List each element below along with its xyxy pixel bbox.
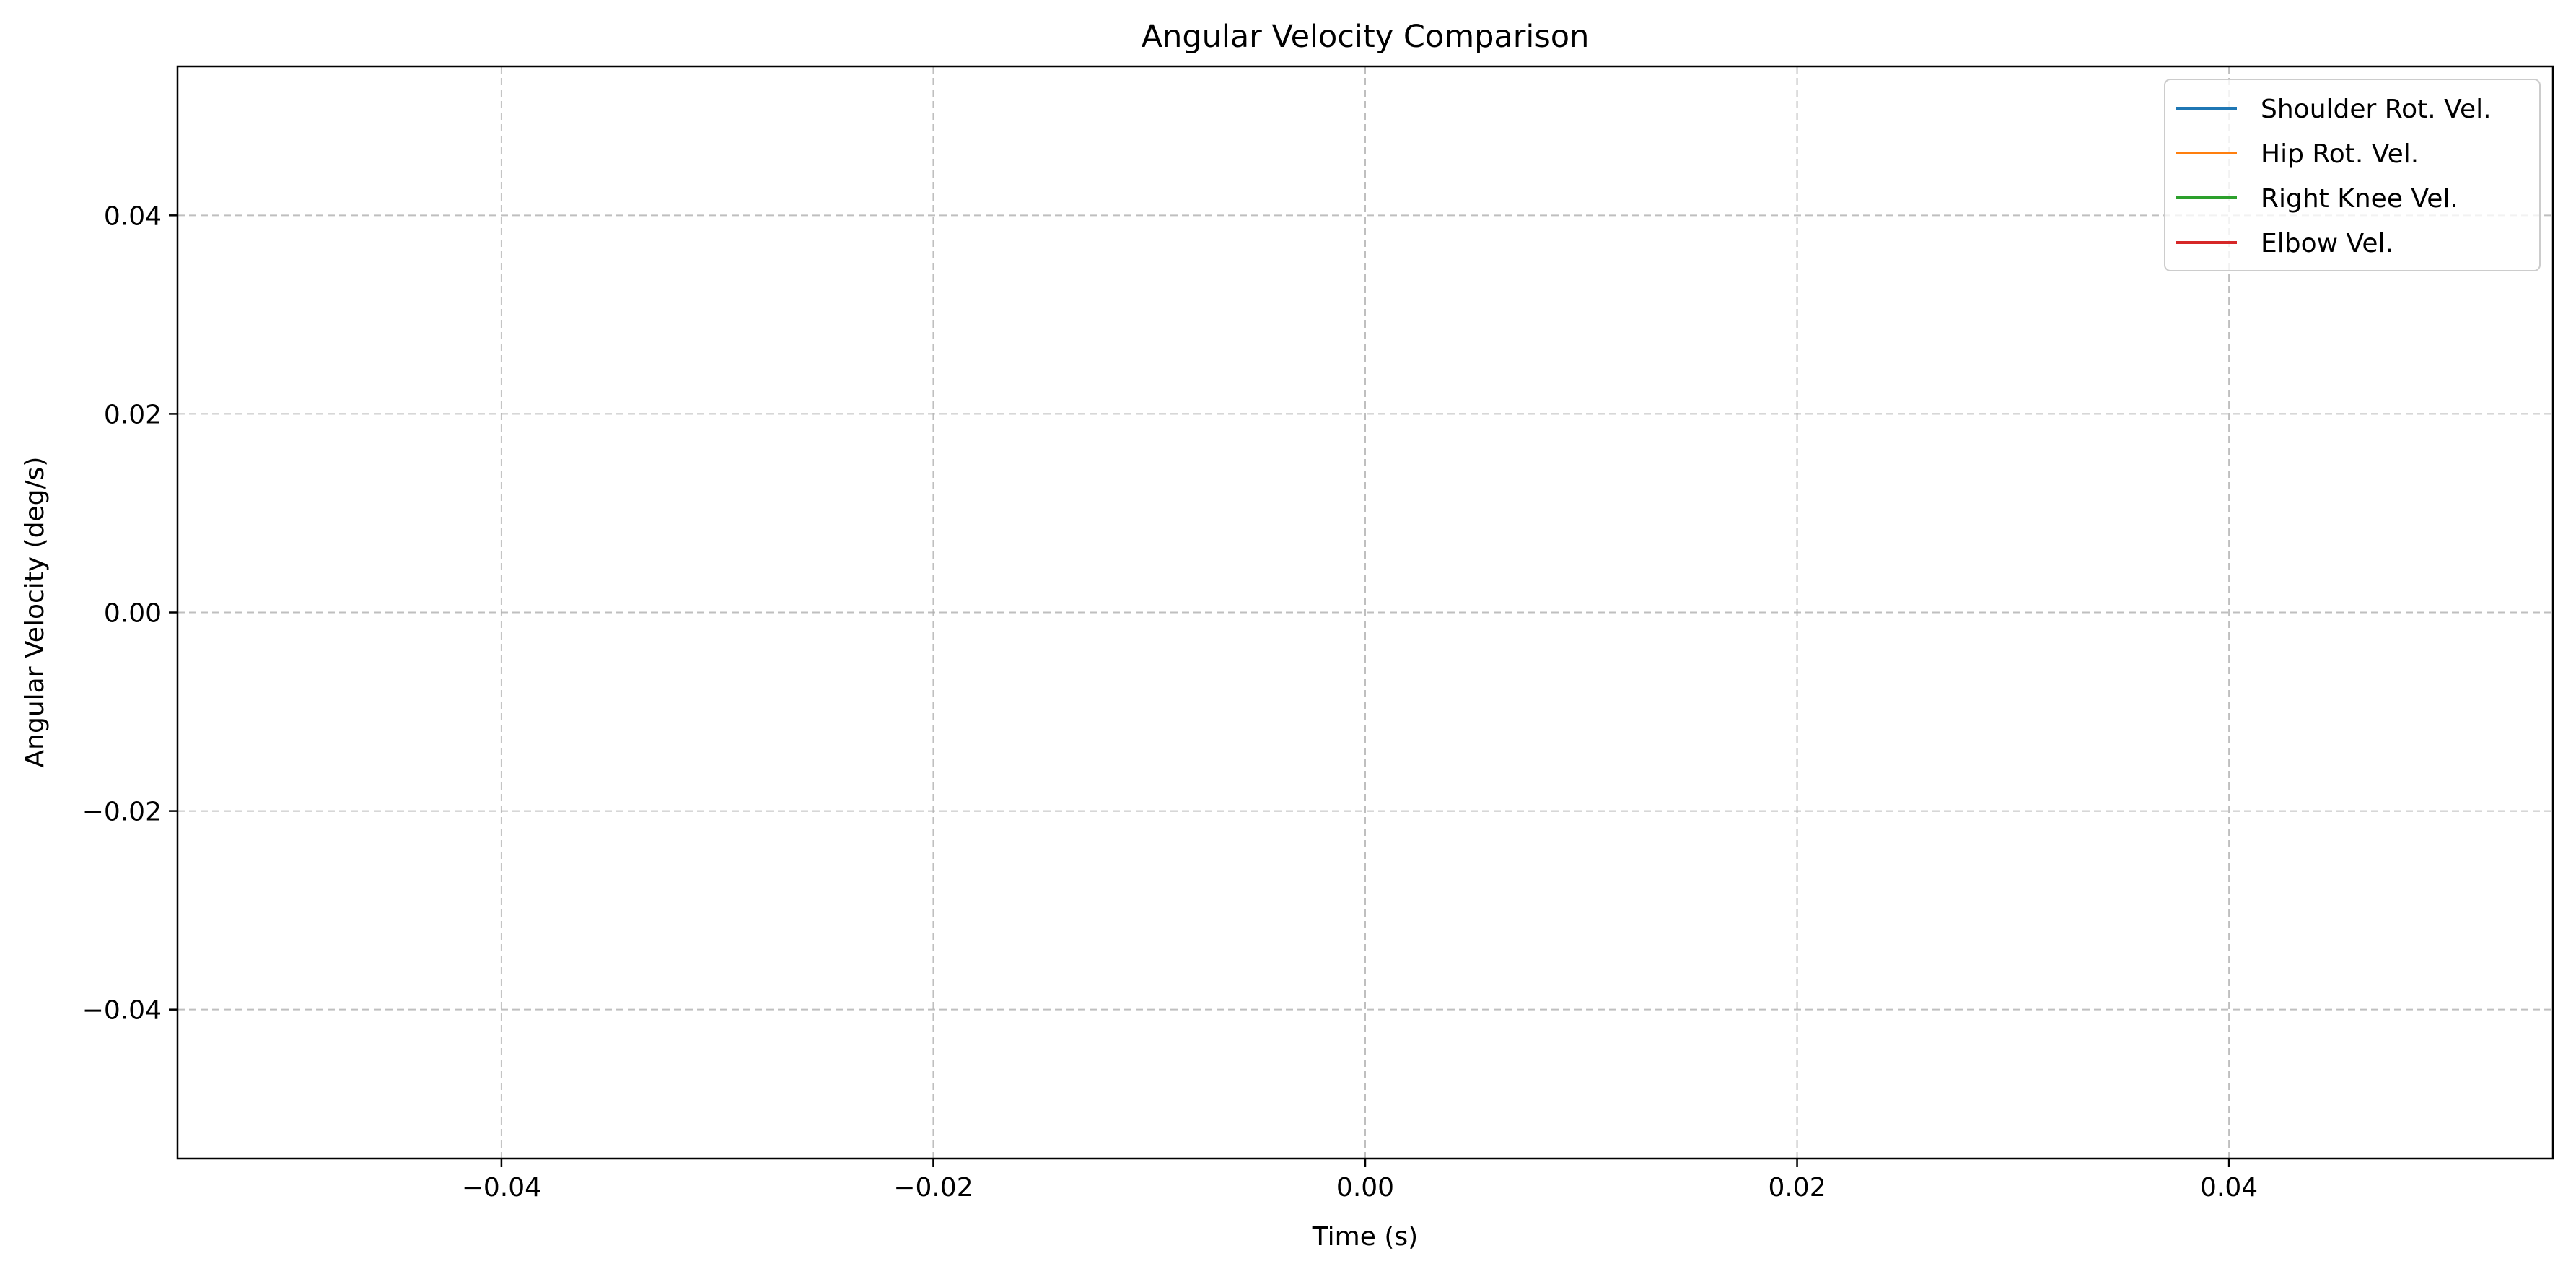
x-axis-label: Time (s) — [1312, 1222, 1418, 1252]
y-tick-label: 0.00 — [104, 599, 162, 629]
y-tick-label: −0.04 — [82, 996, 162, 1026]
x-tick-label: 0.04 — [2200, 1173, 2258, 1203]
y-axis: −0.04 −0.02 0.00 0.02 0.04 — [82, 201, 178, 1026]
legend-label: Hip Rot. Vel. — [2261, 139, 2419, 169]
legend-label: Shoulder Rot. Vel. — [2261, 95, 2492, 124]
legend-label: Elbow Vel. — [2261, 229, 2393, 258]
chart-title: Angular Velocity Comparison — [1142, 19, 1590, 55]
x-axis: −0.04 −0.02 0.00 0.02 0.04 — [462, 1159, 2258, 1203]
x-tick-label: 0.00 — [1336, 1173, 1394, 1203]
y-tick-label: 0.04 — [104, 201, 162, 231]
legend-box — [2164, 79, 2541, 271]
legend-label: Right Knee Vel. — [2261, 184, 2458, 214]
x-tick-label: −0.04 — [462, 1173, 541, 1203]
x-tick-label: 0.02 — [1768, 1173, 1826, 1203]
x-tick-label: −0.02 — [893, 1173, 973, 1203]
y-tick-label: 0.02 — [104, 400, 162, 429]
y-axis-label: Angular Velocity (deg/s) — [20, 457, 50, 768]
legend: Shoulder Rot. Vel. Hip Rot. Vel. Right Kne… — [2164, 79, 2541, 271]
y-tick-label: −0.02 — [82, 798, 162, 827]
grid — [178, 66, 2553, 1159]
